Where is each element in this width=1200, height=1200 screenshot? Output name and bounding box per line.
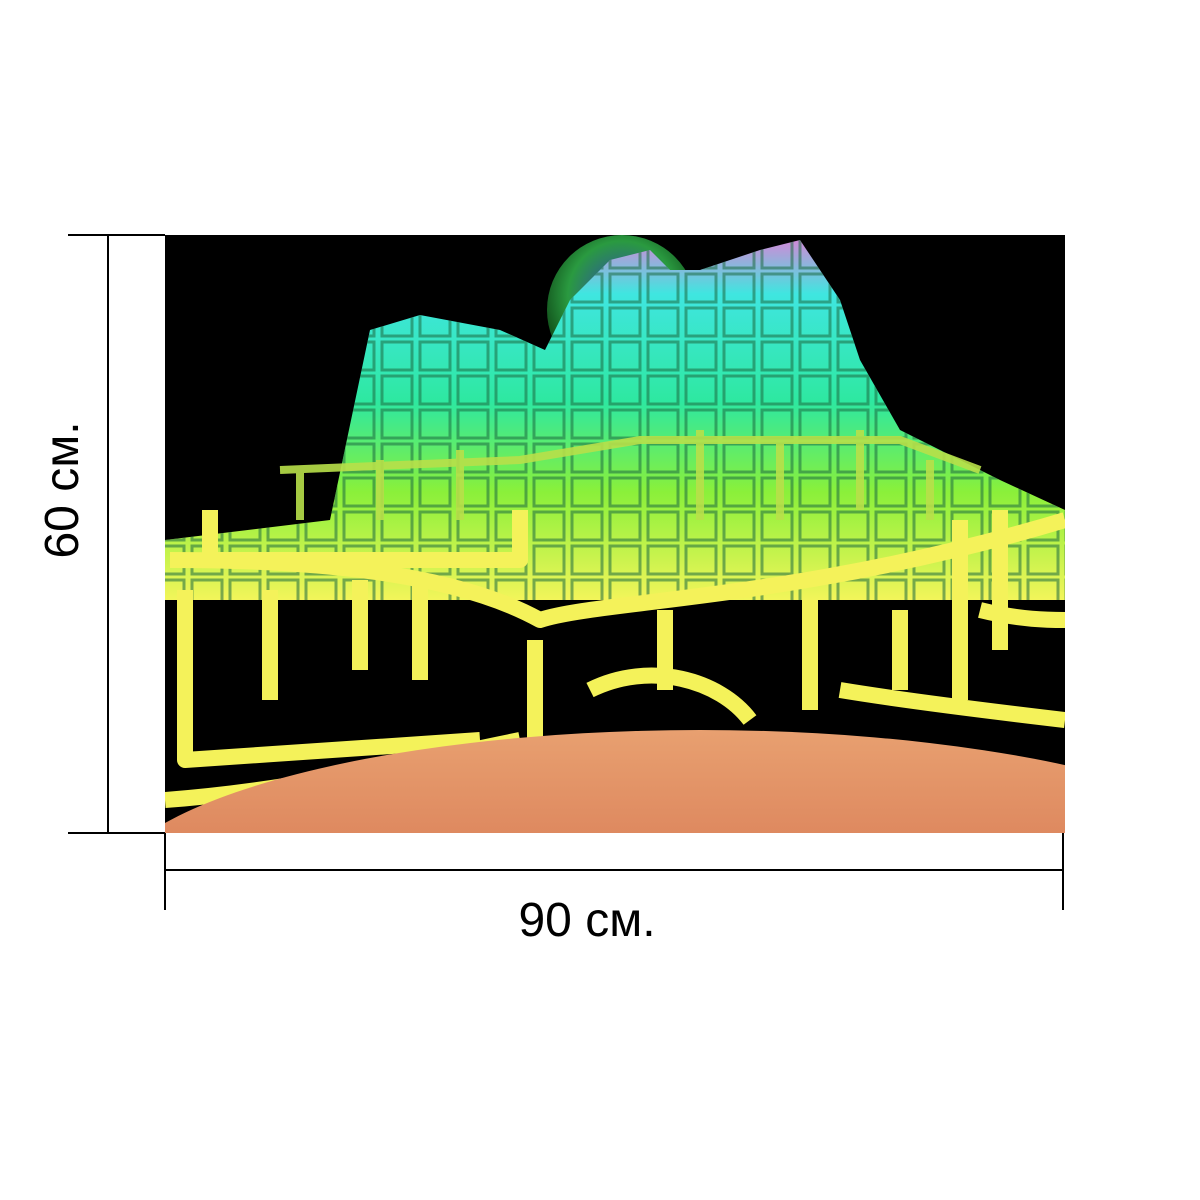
artwork — [165, 235, 1065, 833]
dimension-lines — [68, 234, 1064, 910]
height-label: 60 см. — [36, 421, 89, 558]
width-label: 90 см. — [518, 894, 655, 947]
